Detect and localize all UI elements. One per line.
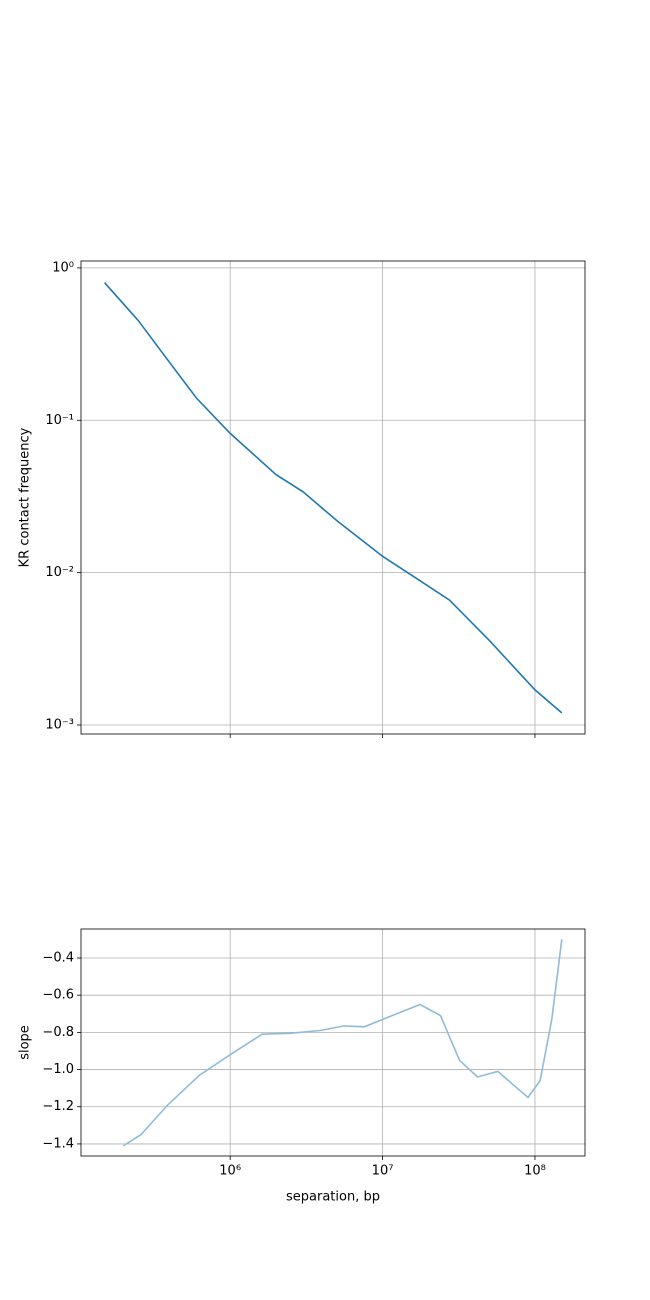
y-axis-label: slope bbox=[18, 1025, 33, 1060]
y-tick-label: −1.2 bbox=[42, 1099, 74, 1114]
y-tick-label: 10⁰ bbox=[52, 260, 74, 275]
x-tick-label: 10⁷ bbox=[372, 1164, 394, 1179]
x-tick-label: 10⁸ bbox=[524, 1164, 546, 1179]
y-axis-label: KR contact frequency bbox=[18, 427, 33, 567]
y-tick-label: −0.6 bbox=[42, 988, 74, 1003]
y-tick-label: −0.8 bbox=[42, 1025, 74, 1040]
y-tick-label: 10⁻¹ bbox=[45, 413, 74, 428]
data-line bbox=[104, 282, 563, 714]
axes-frame bbox=[80, 928, 586, 1157]
y-tick-label: −1.0 bbox=[42, 1062, 74, 1077]
x-tick-label: 10⁶ bbox=[219, 1164, 241, 1179]
y-tick-label: 10⁻² bbox=[45, 565, 74, 580]
data-line bbox=[122, 939, 563, 1147]
x-axis-label: separation, bp bbox=[286, 1190, 380, 1205]
y-tick-label: −1.4 bbox=[42, 1136, 74, 1151]
axes-frame bbox=[80, 260, 586, 735]
y-tick-label: −0.4 bbox=[42, 951, 74, 966]
y-tick-label: 10⁻³ bbox=[45, 718, 74, 733]
